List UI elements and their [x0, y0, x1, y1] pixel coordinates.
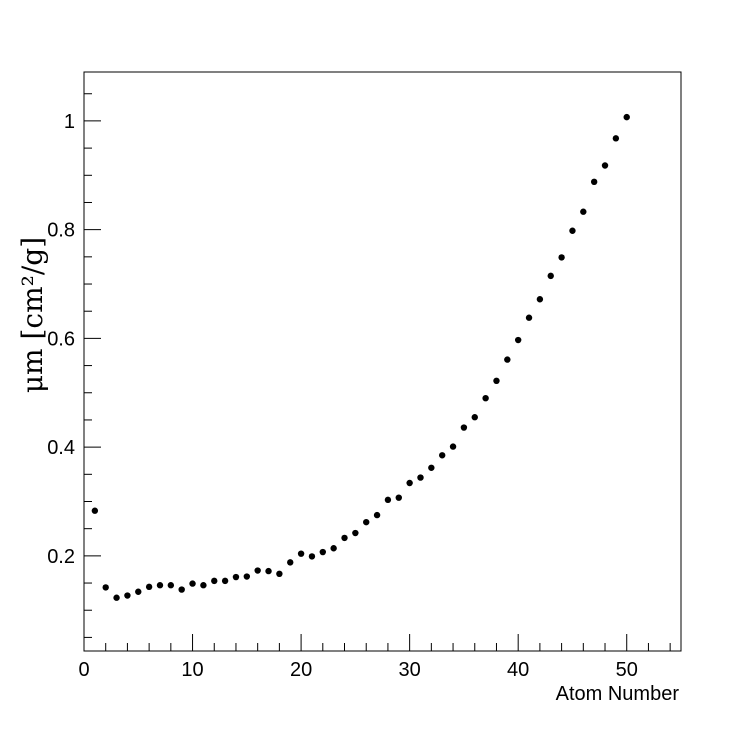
data-point: [167, 582, 175, 589]
y-tick-label: 0.4: [47, 437, 75, 459]
data-point: [211, 577, 218, 585]
data-point: [276, 570, 283, 577]
data-point: [363, 518, 370, 526]
data-point: [406, 479, 413, 487]
data-points: [91, 113, 630, 601]
data-point: [265, 567, 272, 575]
data-point: [612, 135, 620, 142]
data-point: [287, 559, 294, 566]
y-axis-label: μm [cm²/g]: [16, 237, 49, 393]
y-tick-label: 0.8: [47, 220, 75, 242]
data-point: [232, 573, 240, 581]
data-point: [200, 582, 207, 589]
x-tick-label: 20: [290, 659, 312, 681]
data-point: [373, 511, 381, 519]
data-point: [525, 314, 533, 321]
data-point: [189, 580, 196, 587]
data-point: [493, 377, 500, 384]
data-point: [417, 474, 424, 481]
data-point: [547, 272, 554, 280]
data-point: [330, 545, 337, 552]
data-point: [536, 296, 544, 303]
data-point: [352, 529, 359, 537]
data-point: [102, 584, 109, 591]
data-point: [395, 494, 402, 501]
x-tick-label: 10: [181, 659, 203, 681]
data-point: [221, 577, 229, 585]
plot-frame: [83, 71, 682, 652]
data-point: [124, 592, 131, 599]
x-axis-label: Atom Number: [556, 683, 680, 705]
data-point: [113, 594, 120, 601]
data-point: [145, 583, 153, 591]
data-point: [91, 507, 99, 514]
x-tick-label: 0: [78, 659, 89, 681]
data-point: [439, 452, 446, 459]
data-point: [449, 443, 457, 450]
data-point: [254, 567, 261, 574]
axis-ticks: 0 10 20 30 40 50 0.2 0.4 0.6 0.8 1: [47, 93, 671, 681]
data-point: [580, 208, 587, 215]
data-point: [504, 356, 511, 363]
data-point: [601, 162, 609, 169]
data-point: [558, 254, 565, 261]
data-point: [482, 394, 489, 402]
data-point: [384, 496, 392, 504]
data-point: [471, 414, 478, 421]
data-point: [514, 336, 522, 344]
data-point: [319, 548, 326, 556]
data-point: [460, 424, 468, 431]
data-point: [243, 573, 251, 580]
data-point: [297, 550, 305, 557]
x-tick-label: 50: [616, 659, 638, 681]
y-tick-label: 0.6: [47, 328, 75, 350]
data-point: [623, 113, 630, 121]
data-point: [428, 464, 435, 471]
y-tick-label: 0.2: [47, 546, 75, 568]
data-point: [135, 588, 142, 595]
data-point: [569, 227, 576, 234]
x-tick-label: 30: [399, 659, 421, 681]
x-tick-label: 40: [507, 659, 529, 681]
y-tick-label: 1: [64, 111, 75, 133]
data-point: [308, 553, 316, 560]
data-point: [590, 178, 598, 186]
data-point: [156, 582, 164, 589]
data-point: [341, 534, 348, 542]
data-point: [178, 586, 185, 593]
